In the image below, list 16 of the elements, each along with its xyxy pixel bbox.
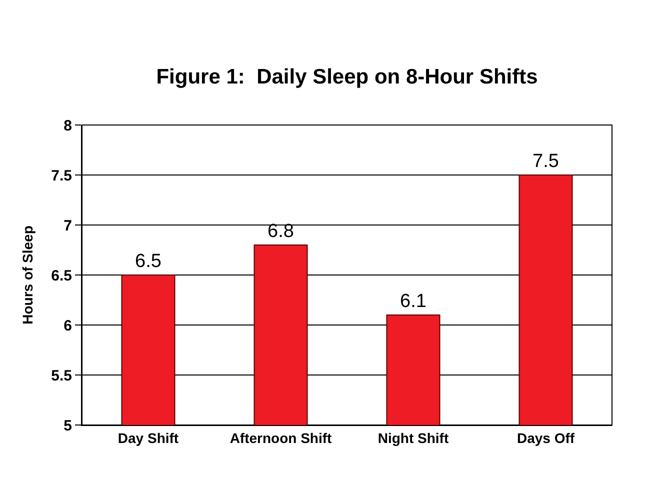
data-label: 6.1 bbox=[400, 291, 426, 312]
y-tick-label: 6 bbox=[64, 317, 72, 334]
y-tick-label: 8 bbox=[64, 117, 72, 134]
x-tick-label: Days Off bbox=[516, 430, 575, 446]
x-tick-label: Night Shift bbox=[378, 430, 449, 446]
y-tick-label: 5 bbox=[64, 417, 72, 434]
x-tick-label: Day Shift bbox=[118, 430, 179, 446]
chart-title: Figure 1: Daily Sleep on 8-Hour Shifts bbox=[156, 66, 538, 89]
y-tick-label: 6.5 bbox=[51, 267, 72, 284]
data-label: 7.5 bbox=[532, 151, 559, 172]
y-axis-title: Hours of Sleep bbox=[20, 226, 36, 324]
y-tick-label: 7 bbox=[64, 217, 72, 234]
y-tick-label: 5.5 bbox=[51, 367, 72, 384]
y-tick-label: 7.5 bbox=[51, 167, 72, 184]
data-label: 6.5 bbox=[135, 251, 162, 272]
x-tick-label: Afternoon Shift bbox=[230, 430, 332, 446]
